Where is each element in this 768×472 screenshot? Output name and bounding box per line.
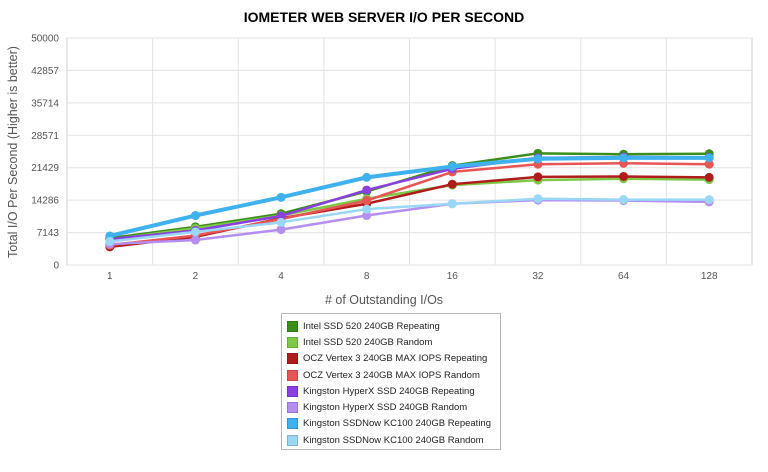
y-tick-label: 7143 (37, 228, 60, 239)
legend-item: Kingston HyperX SSD 240GB Random (287, 399, 500, 415)
x-tick-label: 32 (532, 271, 544, 282)
legend-label: OCZ Vertex 3 240GB MAX IOPS Repeating (303, 353, 488, 365)
data-point (447, 161, 457, 171)
data-point (190, 211, 200, 221)
data-point (276, 217, 286, 227)
legend-swatch (287, 336, 298, 348)
legend-item: Kingston SSDNow KC100 240GB Repeating (287, 416, 500, 432)
legend-item: Kingston SSDNow KC100 240GB Random (287, 432, 500, 448)
legend-item: Intel SSD 520 240GB Repeating (287, 318, 500, 334)
series-layer (105, 148, 714, 252)
legend-swatch (287, 369, 298, 381)
legend-label: OCZ Vertex 3 240GB MAX IOPS Random (303, 369, 480, 381)
legend-swatch (287, 402, 298, 414)
data-point (105, 236, 115, 246)
legend-label: Kingston SSDNow KC100 240GB Random (303, 434, 484, 446)
legend-label: Kingston HyperX SSD 240GB Repeating (303, 385, 475, 397)
x-tick-label: 2 (193, 271, 199, 282)
x-tick-label: 16 (447, 271, 459, 282)
data-point (362, 196, 372, 206)
y-tick-label: 35714 (31, 98, 59, 109)
legend-swatch (287, 353, 298, 365)
legend-label: Intel SSD 520 240GB Random (303, 336, 433, 348)
data-point (447, 179, 457, 189)
data-point (447, 199, 457, 209)
x-tick-label: 4 (278, 271, 284, 282)
legend-swatch (287, 434, 298, 446)
y-tick-label: 28571 (31, 131, 59, 142)
series-line (109, 155, 710, 238)
data-point (533, 172, 543, 182)
chart-title: IOMETER WEB SERVER I/O PER SECOND (244, 9, 525, 25)
series-line (109, 197, 710, 243)
y-tick-label: 0 (53, 261, 59, 272)
data-point (362, 172, 372, 182)
series-7 (105, 153, 714, 241)
data-point (704, 159, 714, 169)
data-point (533, 194, 543, 204)
data-point (704, 153, 714, 163)
legend-item: OCZ Vertex 3 240GB MAX IOPS Repeating (287, 351, 500, 367)
data-point (190, 227, 200, 237)
legend-swatch (287, 418, 298, 430)
data-point (704, 195, 714, 205)
data-point (276, 211, 286, 221)
x-tick-label: 8 (364, 271, 370, 282)
y-tick-label: 21429 (31, 163, 59, 174)
data-point (276, 225, 286, 235)
legend-swatch (287, 320, 298, 332)
data-point (619, 153, 629, 163)
legend-label: Kingston HyperX SSD 240GB Random (303, 402, 468, 414)
y-tick-label: 42857 (31, 66, 59, 77)
data-point (190, 235, 200, 245)
legend-item: Kingston HyperX SSD 240GB Repeating (287, 383, 500, 399)
data-point (619, 195, 629, 205)
y-axis-label: Total I/O Per Second (Higher is better) (6, 46, 20, 258)
data-point (619, 171, 629, 181)
legend-swatch (287, 385, 298, 397)
legend-item: OCZ Vertex 3 240GB MAX IOPS Random (287, 367, 500, 383)
series-8 (105, 194, 714, 246)
x-tick-label: 64 (618, 271, 630, 282)
data-point (362, 204, 372, 214)
y-tick-label: 50000 (31, 34, 59, 45)
data-point (533, 154, 543, 164)
y-axis-ticks: 0 7143 14286 21429 28571 35714 42857 50000 (31, 34, 59, 272)
data-point (362, 185, 372, 195)
data-point (704, 172, 714, 182)
y-tick-label: 14286 (31, 196, 59, 207)
x-tick-label: 128 (701, 271, 718, 282)
legend: Intel SSD 520 240GB Repeating Intel SSD 5… (281, 313, 501, 450)
legend-label: Intel SSD 520 240GB Repeating (303, 320, 440, 332)
x-axis-ticks: 1 2 4 8 16 32 64 128 (107, 271, 718, 282)
x-tick-label: 1 (107, 271, 113, 282)
x-axis-label: # of Outstanding I/Os (325, 293, 443, 307)
series-line (109, 177, 710, 241)
series-line (109, 162, 710, 247)
data-point (276, 192, 286, 202)
legend-label: Kingston SSDNow KC100 240GB Repeating (303, 418, 492, 430)
data-point (362, 211, 372, 221)
legend-item: Intel SSD 520 240GB Random (287, 334, 500, 350)
plot-area (66, 37, 753, 266)
